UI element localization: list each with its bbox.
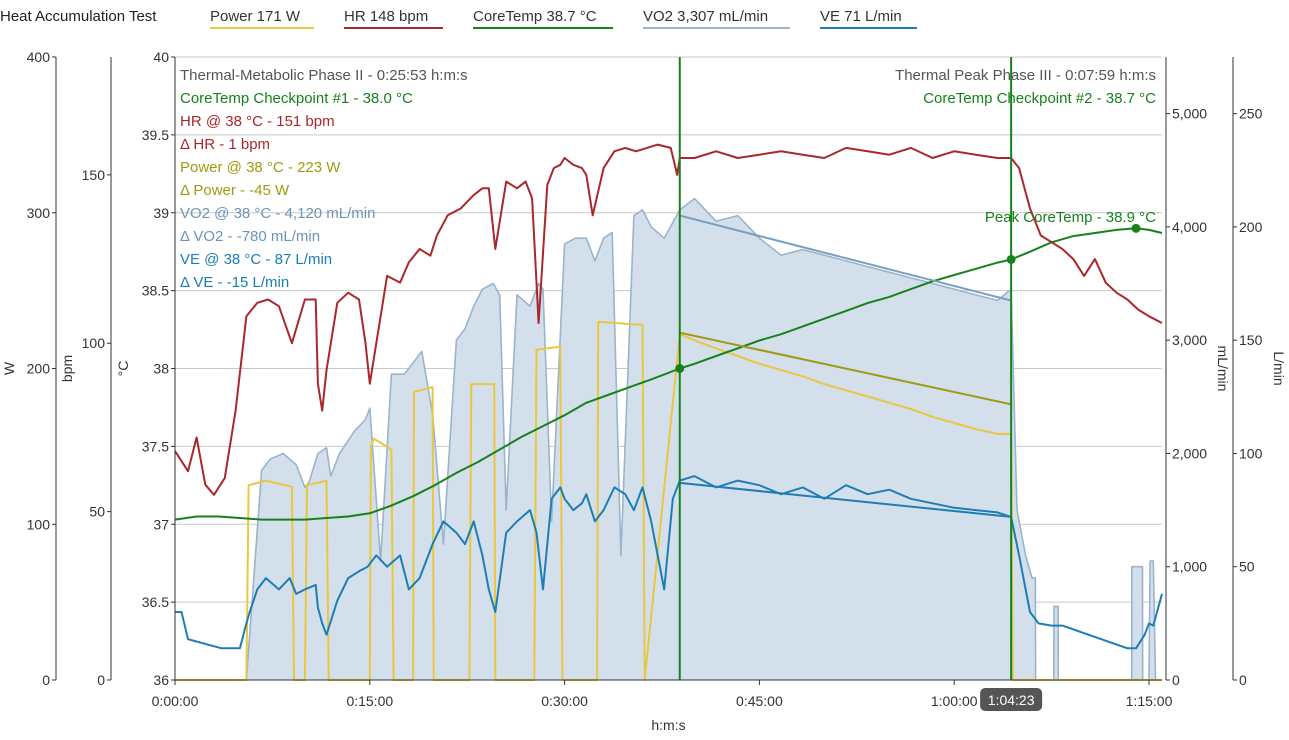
axis-mlmin-tick-label-1: 1,000 [1172,559,1207,575]
axis-x-tick-label-0: 0:00:00 [152,693,199,709]
axis-degc-tick-label-8: 40 [153,49,169,65]
axis-degc-tick-label-0: 36 [153,672,169,688]
annotation-left-6: Δ Power - -45 W [180,182,290,199]
axis-degc-tick-label-2: 37 [153,516,169,532]
legend-item-ve-label: VE 71 L/min [820,8,902,25]
series-ve-line [175,475,1163,650]
annotation-left-4: Δ HR - 1 bpm [180,136,270,153]
axis-w-tick-label-3: 300 [27,205,51,221]
axis-lmin-tick-label-1: 50 [1239,559,1255,575]
axis-bpm-tick-label-3: 150 [82,167,106,183]
axis-w-tick-label-0: 0 [42,672,50,688]
axis-mlmin-tick-label-4: 4,000 [1172,219,1207,235]
axis-bpm-tick-label-1: 50 [89,504,105,520]
axis-mlmin-tick-label-0: 0 [1172,672,1180,688]
axis-x-tick-label-2: 0:30:00 [541,693,588,709]
annotation-left-7: VO2 @ 38 °C - 4,120 mL/min [180,205,375,222]
axis-degc-tick-label-4: 38 [153,361,169,377]
axis-degc-tick-label-5: 38.5 [142,283,169,299]
axis-x-tick-label-3: 0:45:00 [736,693,783,709]
axis-mlmin-tick-label-5: 5,000 [1172,106,1207,122]
legend-item-power-label: Power 171 W [210,8,301,25]
axis-degc-tick-label-3: 37.5 [142,438,169,454]
legend-item-hr-label: HR 148 bpm [344,8,428,25]
trend-line-ve [679,481,1012,518]
legend-item-vo2[interactable]: VO2 3,307 mL/min [643,8,790,29]
trend-line-power [679,331,1012,406]
legend-item-vo2-label: VO2 3,307 mL/min [643,8,768,25]
trend-line-vo2 [679,214,1012,302]
axis-degc-tick-label-7: 39.5 [142,127,169,143]
coretemp-point-2 [1006,254,1016,264]
series-hr-line [174,143,1163,496]
axis-degc-tick-label-1: 36.5 [142,594,169,610]
series-vo2-line [175,197,1162,681]
axis-degc-tick-label-6: 39 [153,205,169,221]
cursor-label: 1:04:23 [988,692,1035,708]
legend-item-coretemp[interactable]: CoreTemp 38.7 °C [473,8,613,29]
legend-item-ve[interactable]: VE 71 L/min [820,8,917,29]
axis-w-tick-label-4: 400 [27,49,51,65]
annotation-left-8: Δ VO2 - -780 mL/min [180,228,320,245]
axis-mlmin-title: mL/min [1215,346,1231,392]
chart-title: Heat Accumulation Test [0,8,157,25]
axis-w-tick-label-2: 200 [27,361,51,377]
annotation-right-2: CoreTemp Checkpoint #2 - 38.7 °C [923,90,1156,107]
legend-item-hr[interactable]: HR 148 bpm [344,8,443,29]
point-markers-layer [675,223,1141,373]
trend-lines-layer [679,214,1012,518]
axis-x-tick-label-5: 1:15:00 [1126,693,1173,709]
annotations-layer: Thermal-Metabolic Phase II - 0:25:53 h:m… [180,67,1156,291]
axis-bpm-title: bpm [59,355,75,382]
axis-x-tick-label-1: 0:15:00 [346,693,393,709]
legend-item-coretemp-label: CoreTemp 38.7 °C [473,8,597,25]
annotation-left-3: HR @ 38 °C - 151 bpm [180,113,335,130]
axis-lmin-tick-label-3: 150 [1239,332,1263,348]
annotation-left-1: Thermal-Metabolic Phase II - 0:25:53 h:m… [180,67,468,84]
annotation-left-5: Power @ 38 °C - 223 W [180,159,341,176]
annotation-left-9: VE @ 38 °C - 87 L/min [180,251,332,268]
axis-lmin-tick-label-0: 0 [1239,672,1247,688]
annotation-left-2: CoreTemp Checkpoint #1 - 38.0 °C [180,90,413,107]
axis-mlmin-tick-label-2: 2,000 [1172,445,1207,461]
axis-lmin-tick-label-2: 100 [1239,445,1263,461]
axis-bpm-tick-label-0: 0 [97,672,105,688]
axis-mlmin-tick-label-3: 3,000 [1172,332,1207,348]
axis-w-tick-label-1: 100 [27,516,51,532]
axes-layer: 0100200300400W050100150bpm3636.53737.538… [1,49,1287,733]
coretemp-point-1 [675,364,685,373]
axis-lmin-tick-label-5: 250 [1239,106,1263,122]
axis-degc-title: °C [115,361,131,377]
axis-bpm-tick-label-2: 100 [82,335,106,351]
axis-lmin-tick-label-4: 200 [1239,219,1263,235]
annotation-left-10: Δ VE - -15 L/min [180,274,289,291]
annotation-right-1: Thermal Peak Phase III - 0:07:59 h:m:s [895,67,1156,84]
annotation-peak-coretemp: Peak CoreTemp - 38.9 °C [985,209,1156,226]
axis-x-title: h:m:s [651,717,685,733]
coretemp-point-3 [1131,223,1141,233]
cursor-label-box [980,688,1043,711]
axis-x-tick-label-4: 1:00:00 [931,693,978,709]
axis-lmin-title: L/min [1271,351,1287,385]
legend[interactable]: Power 171 W HR 148 bpm CoreTemp 38.7 °C VO2… [210,8,917,29]
legend-item-power[interactable]: Power 171 W [210,8,314,29]
axis-w-title: W [1,361,17,375]
